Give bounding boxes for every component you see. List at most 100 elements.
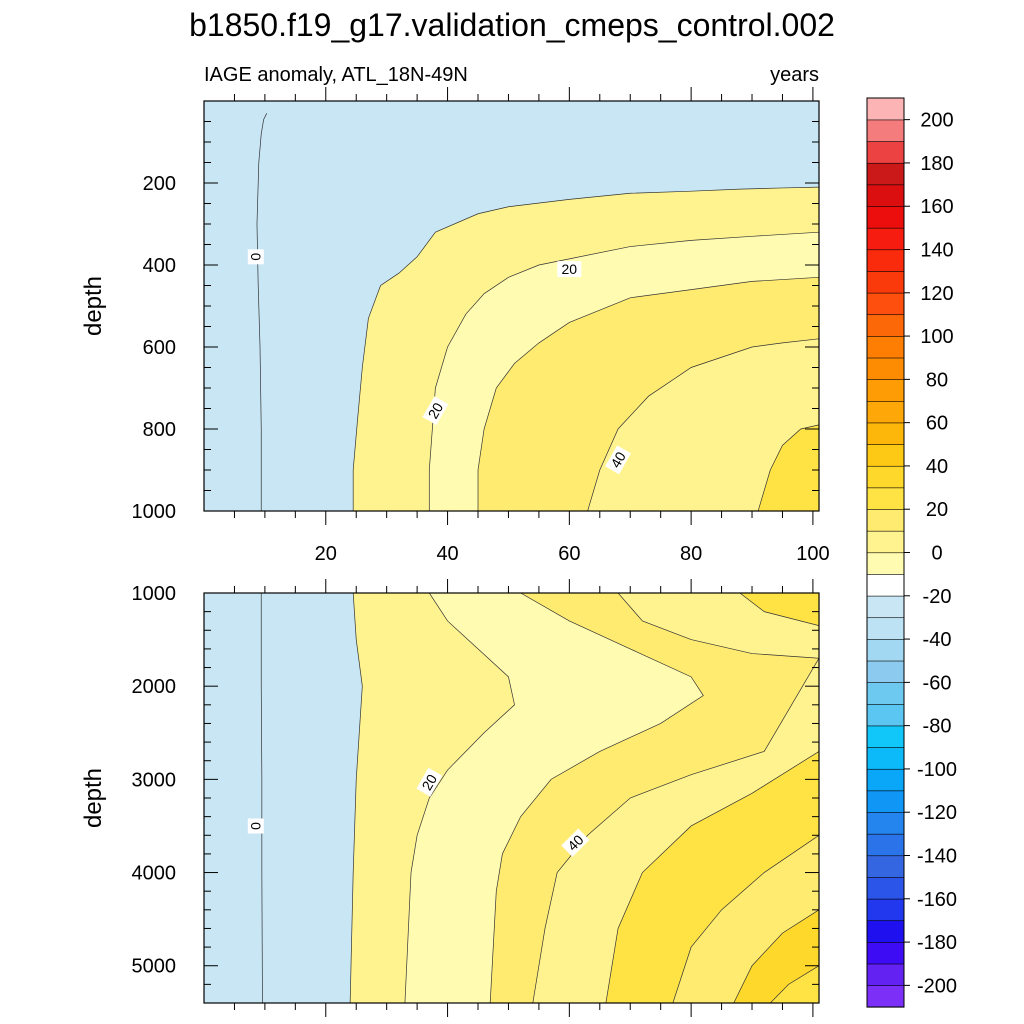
colorbar-swatch bbox=[866, 227, 905, 251]
subtitle-left: IAGE anomaly, ATL_18N-49N bbox=[204, 64, 468, 86]
colorbar-swatch bbox=[866, 920, 905, 943]
band-40 bbox=[770, 965, 819, 1003]
y-tick-label: 600 bbox=[143, 337, 176, 359]
colorbar-swatch bbox=[866, 963, 905, 986]
contour-line-35 bbox=[733, 909, 819, 1003]
band-25 bbox=[739, 593, 819, 626]
contour-label-box bbox=[247, 818, 264, 834]
colorbar-swatch bbox=[866, 205, 905, 229]
colorbar-swatch bbox=[866, 595, 905, 619]
contour-label-box bbox=[605, 445, 632, 475]
contour-line-5 bbox=[352, 186, 819, 511]
x-tick-label: 100 bbox=[796, 543, 829, 565]
band-20 bbox=[587, 338, 819, 511]
y-axis-label: depth bbox=[80, 768, 107, 828]
colorbar-label: 100 bbox=[920, 326, 953, 348]
contour-label-box bbox=[561, 828, 590, 857]
contour-label: 40 bbox=[605, 445, 632, 475]
colorbar-swatch bbox=[866, 270, 905, 294]
colorbar-swatch bbox=[866, 530, 905, 554]
colorbar-swatch bbox=[866, 725, 905, 748]
y-tick-label: 200 bbox=[143, 173, 176, 195]
colorbar-swatch bbox=[866, 249, 905, 272]
colorbar: -200-180-160-140-120-100-80-60-40-200204… bbox=[866, 97, 957, 1008]
x-tick-labels: 20 40 60 80 100 bbox=[315, 543, 830, 565]
colorbar-swatch bbox=[866, 682, 905, 705]
colorbar-label: 140 bbox=[920, 240, 953, 262]
contour-line-25 bbox=[739, 593, 819, 626]
contour-line-10 bbox=[404, 593, 515, 1003]
colorbar-swatch bbox=[866, 855, 905, 878]
contour-line-15 bbox=[477, 276, 819, 511]
contour-label-box bbox=[422, 396, 449, 425]
colorbar-swatch bbox=[866, 790, 905, 813]
colorbar-swatch bbox=[866, 314, 905, 337]
colorbar-label: 20 bbox=[926, 499, 948, 521]
contour-label: 40 bbox=[561, 828, 590, 857]
contour-line-30 bbox=[672, 834, 819, 1003]
colorbar-label: -80 bbox=[923, 716, 952, 738]
contour-label: 20 bbox=[422, 396, 449, 425]
x-tick-label: 60 bbox=[558, 543, 580, 565]
colorbar-swatch bbox=[866, 184, 905, 207]
colorbar-swatch bbox=[866, 898, 905, 922]
colorbar-swatch bbox=[866, 876, 905, 900]
colorbar-swatch bbox=[866, 465, 905, 489]
colorbar-label: 0 bbox=[931, 543, 942, 565]
contour-fills bbox=[204, 593, 819, 1003]
contour-label: 0 bbox=[247, 249, 264, 265]
colorbar-swatch bbox=[866, 941, 905, 965]
contour-lines bbox=[256, 113, 819, 511]
contour-label-text: 40 bbox=[607, 449, 629, 471]
contour-lines bbox=[260, 593, 819, 1003]
colorbar-swatch bbox=[866, 552, 905, 575]
contour-label-text: 20 bbox=[562, 261, 578, 277]
colorbar-label: -100 bbox=[917, 759, 957, 781]
contour-line-5 bbox=[349, 593, 363, 1003]
colorbar-swatch bbox=[866, 811, 905, 835]
y-tick-label: 1000 bbox=[132, 583, 177, 605]
contour-line-25 bbox=[757, 424, 819, 511]
y-tick-label: 3000 bbox=[132, 769, 177, 791]
contour-label-box bbox=[557, 261, 582, 278]
colorbar-swatch bbox=[866, 833, 905, 857]
y-tick-label: 5000 bbox=[132, 956, 177, 978]
contour-label-box bbox=[416, 767, 443, 797]
colorbar-swatch bbox=[866, 292, 905, 316]
y-tick-label: 800 bbox=[143, 419, 176, 441]
contour-label: 20 bbox=[557, 261, 582, 278]
contour-label-box bbox=[247, 249, 264, 265]
contour-line-0 bbox=[260, 593, 263, 1003]
colorbar-swatch bbox=[866, 508, 905, 532]
colorbar-label: 40 bbox=[926, 456, 948, 478]
colorbar-label: 200 bbox=[920, 110, 953, 132]
chart-title: b1850.f19_g17.validation_cmeps_control.0… bbox=[189, 7, 835, 43]
colorbar-swatch bbox=[866, 703, 905, 727]
colorbar-swatch bbox=[866, 379, 905, 402]
colorbar-swatch bbox=[866, 335, 905, 359]
colorbar-swatch bbox=[866, 573, 905, 597]
colorbar-swatch bbox=[866, 443, 905, 467]
contour-line-0 bbox=[256, 113, 268, 511]
colorbar-swatch bbox=[866, 422, 905, 445]
colorbar-swatch bbox=[866, 140, 905, 164]
contour-label-text: 0 bbox=[248, 822, 264, 830]
contour-fills bbox=[204, 101, 819, 511]
contour-line-15 bbox=[489, 593, 704, 1003]
colorbar-swatch bbox=[866, 638, 905, 662]
colorbar-label: 120 bbox=[920, 283, 953, 305]
colorbar-swatch bbox=[866, 768, 905, 792]
x-tick-label: 40 bbox=[436, 543, 458, 565]
colorbar-swatch bbox=[866, 162, 905, 186]
subtitle-right: years bbox=[770, 64, 819, 86]
contour-line-40 bbox=[770, 965, 819, 1003]
contour-label: 0 bbox=[247, 818, 264, 834]
colorbar-label: 160 bbox=[920, 196, 953, 218]
contour-label: 20 bbox=[416, 767, 443, 797]
lower-panel: 0 20 40 1000 2000 3000 4000 5000 depth bbox=[80, 579, 820, 1017]
colorbar-swatch bbox=[866, 119, 905, 142]
contour-line-25 bbox=[605, 751, 819, 1003]
colorbar-swatch bbox=[866, 400, 905, 424]
colorbar-swatch bbox=[866, 617, 905, 640]
colorbar-label: -180 bbox=[917, 932, 957, 954]
